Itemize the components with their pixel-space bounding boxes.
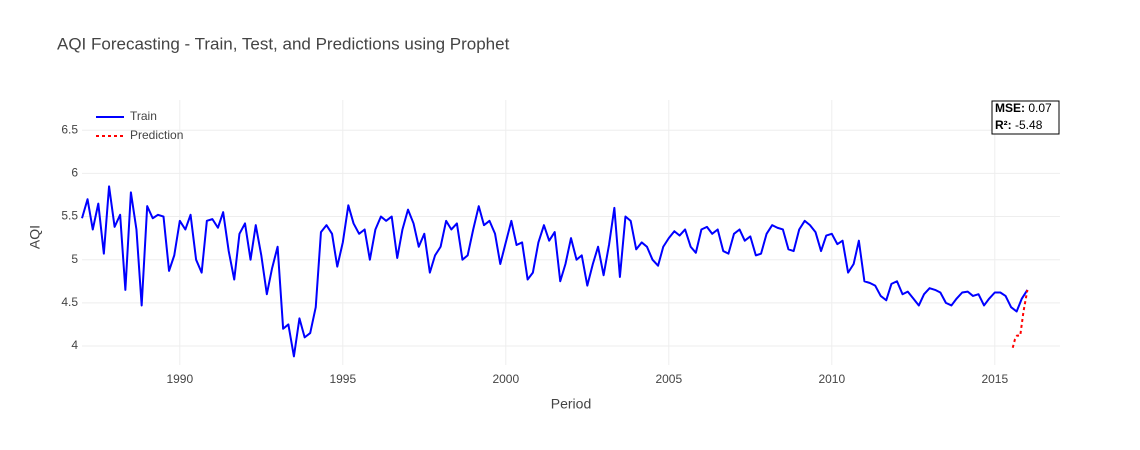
- metric-label: R²:: [995, 118, 1012, 132]
- legend[interactable]: Train Prediction: [96, 109, 183, 142]
- x-axis-title: Period: [551, 396, 591, 412]
- y-axis-title: AQI: [27, 225, 43, 249]
- metric-value: 0.07: [1028, 101, 1052, 115]
- metric: R²: -5.48: [995, 118, 1043, 132]
- x-tick-label: 2010: [818, 372, 845, 386]
- metric: MSE: 0.07: [995, 101, 1052, 115]
- x-tick-label: 1990: [166, 372, 193, 386]
- x-tick-label: 2015: [981, 372, 1008, 386]
- legend-item[interactable]: Prediction: [96, 128, 183, 142]
- y-tick-label: 6.5: [61, 122, 78, 136]
- x-tick-label: 2005: [655, 372, 682, 386]
- y-tick-label: 6: [71, 166, 78, 180]
- chart-title: AQI Forecasting - Train, Test, and Predi…: [57, 34, 510, 53]
- y-tick-label: 5: [71, 252, 78, 266]
- metric-label: MSE:: [995, 101, 1025, 115]
- series-line: [1011, 289, 1029, 348]
- series-line: [81, 185, 1029, 358]
- grid: 4 4.5 5 5.5 6 6.5 1990 1995 2000 2005 2010 2015: [61, 100, 1060, 386]
- x-tick-label: 1995: [329, 372, 356, 386]
- plot-area: [81, 185, 1029, 358]
- metrics-box-frame: [991, 100, 1060, 135]
- y-tick-label: 5.5: [61, 209, 78, 223]
- x-tick-label: 2000: [492, 372, 519, 386]
- legend-item[interactable]: Train: [96, 109, 157, 123]
- y-tick-label: 4: [71, 338, 78, 352]
- legend-label: Train: [130, 109, 157, 123]
- y-tick-label: 4.5: [61, 295, 78, 309]
- metrics-box: MSE: 0.07 R²: -5.48: [991, 100, 1060, 135]
- metric-value: -5.48: [1015, 118, 1043, 132]
- legend-label: Prediction: [130, 128, 183, 142]
